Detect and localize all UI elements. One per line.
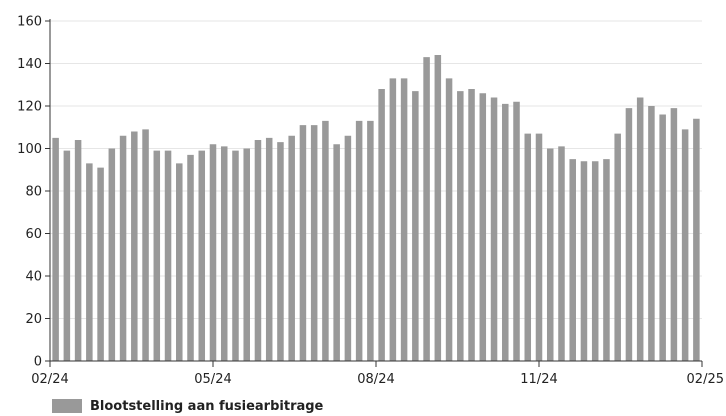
- bar: [367, 120, 374, 361]
- bar: [591, 161, 599, 361]
- bar: [243, 148, 250, 361]
- bar: [97, 167, 104, 361]
- bar: [400, 78, 408, 361]
- y-tick-label: 40: [25, 270, 42, 285]
- x-tick-label: 02/24: [31, 372, 68, 387]
- bar: [164, 150, 172, 361]
- bar: [86, 163, 93, 361]
- bar: [355, 120, 363, 361]
- bar: [131, 131, 138, 361]
- bar: [142, 129, 149, 361]
- y-tick-label: 120: [17, 100, 42, 115]
- x-tick-label: 08/24: [357, 372, 394, 387]
- bar: [52, 137, 59, 361]
- bar: [254, 140, 262, 361]
- bar: [490, 97, 498, 361]
- bar: [457, 91, 464, 361]
- bar: [569, 159, 576, 361]
- y-tick-label: 60: [25, 227, 42, 242]
- y-tick-label: 100: [17, 142, 42, 157]
- bar: [580, 161, 588, 361]
- bar: [378, 89, 385, 361]
- bar-chart: 0 20 40 60 80 100 120 140 160 02/24 05/24 08/24 11/2…: [17, 15, 724, 388]
- bar: [524, 133, 532, 361]
- bar: [389, 78, 397, 361]
- bar: [198, 150, 206, 361]
- bar: [310, 125, 318, 361]
- bar: [232, 150, 239, 361]
- bar: [176, 163, 183, 361]
- bar: [423, 57, 430, 361]
- bar: [187, 154, 194, 361]
- bar: [277, 142, 284, 361]
- bar: [344, 135, 352, 361]
- legend-swatch: [52, 399, 82, 413]
- bar: [502, 103, 509, 361]
- x-tick-label: 02/25: [687, 372, 724, 387]
- legend: Blootstelling aan fusiearbitrage: [52, 396, 323, 416]
- bar: [546, 148, 554, 361]
- bar: [209, 144, 217, 361]
- bar: [603, 159, 610, 361]
- bar: [659, 114, 666, 361]
- bar: [558, 146, 565, 361]
- y-tick-label: 20: [25, 312, 42, 327]
- bar: [412, 91, 419, 361]
- bar: [299, 125, 307, 361]
- bar: [468, 89, 475, 361]
- bar: [479, 93, 487, 361]
- bar: [333, 144, 340, 361]
- bar: [636, 97, 644, 361]
- bar: [108, 148, 116, 361]
- bar: [74, 140, 82, 361]
- bar: [670, 108, 678, 361]
- bar: [445, 78, 453, 361]
- bar: [434, 55, 442, 361]
- y-tick-label: 0: [34, 355, 42, 370]
- bar: [614, 133, 621, 361]
- bar: [535, 133, 543, 361]
- y-tick-label: 160: [17, 15, 42, 30]
- bar: [288, 135, 295, 361]
- bars: [52, 55, 700, 361]
- bar: [322, 120, 329, 361]
- bar: [220, 146, 228, 361]
- bar: [693, 118, 700, 361]
- x-tick-label: 05/24: [194, 372, 231, 387]
- bar: [625, 108, 633, 361]
- y-tick-label: 80: [25, 185, 42, 200]
- bar: [513, 101, 520, 361]
- bar: [648, 106, 655, 361]
- x-tick-label: 11/24: [520, 372, 557, 387]
- bar: [153, 150, 161, 361]
- axes: [45, 19, 703, 367]
- legend-label: Blootstelling aan fusiearbitrage: [90, 398, 324, 414]
- tick-labels: 0 20 40 60 80 100 120 140 160 02/24 05/24 08/24 11/2…: [17, 15, 724, 388]
- bar: [119, 135, 127, 361]
- bar: [681, 129, 689, 361]
- bar: [63, 150, 71, 361]
- y-tick-label: 140: [17, 57, 42, 72]
- bar: [265, 137, 273, 361]
